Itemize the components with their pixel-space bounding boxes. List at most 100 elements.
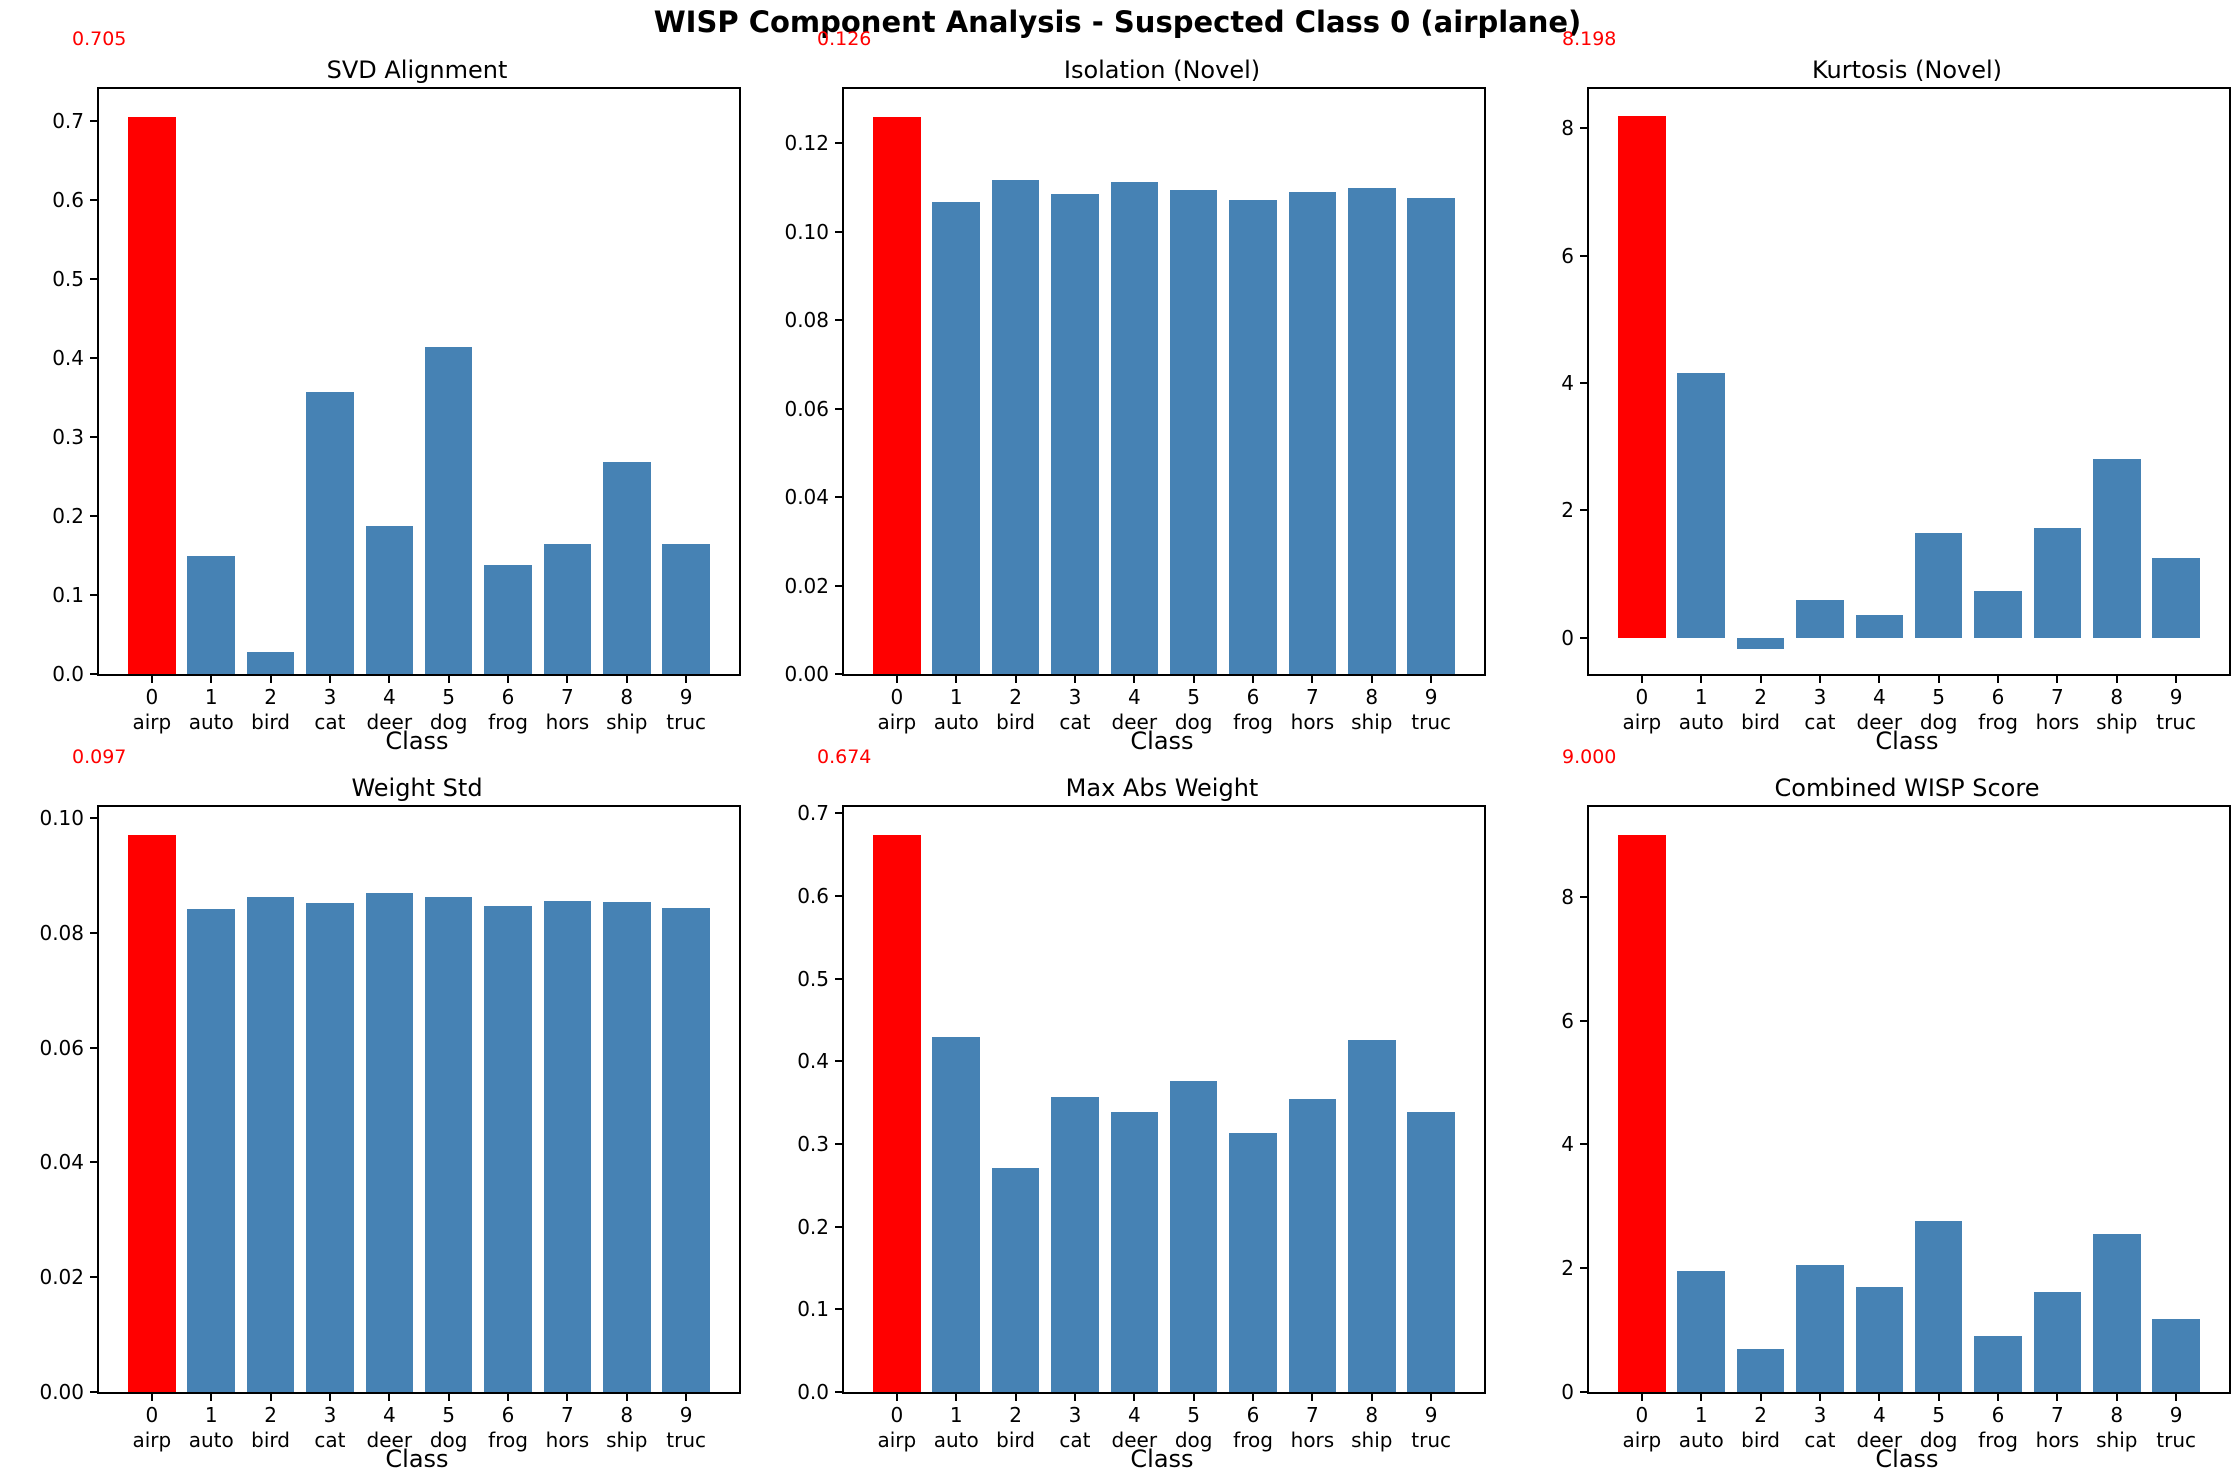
x-tick-label: 7 hors	[546, 1403, 590, 1453]
x-tick-mark	[955, 674, 958, 683]
y-tick-label: 0.08	[39, 920, 84, 945]
x-tick-mark	[895, 674, 898, 683]
x-tick-mark	[388, 1392, 391, 1401]
x-tick-class-number: 7	[1306, 685, 1319, 709]
x-tick-label: 1 auto	[189, 1403, 234, 1453]
x-tick-class-number: 4	[1127, 1403, 1141, 1427]
x-tick-class-number: 7	[1306, 1403, 1319, 1427]
bar	[2033, 528, 2082, 638]
bar	[2152, 1318, 2200, 1392]
x-tick-mark	[447, 674, 450, 683]
y-tick-label: 0.7	[797, 801, 829, 826]
subplot-title: Isolation (Novel)	[1063, 56, 1261, 84]
x-tick-class-number: 8	[1365, 685, 1379, 709]
x-tick-label: 4 deer	[1112, 1403, 1158, 1453]
y-tick-label: 0.5	[52, 266, 84, 291]
x-tick-label: 5 dog	[430, 685, 468, 735]
y-tick-label: 0.2	[797, 1214, 829, 1239]
y-tick-label: 0.5	[797, 966, 829, 991]
x-tick-class-name: auto	[1678, 1428, 1724, 1452]
x-tick-mark	[1014, 674, 1017, 683]
y-tick-mark	[835, 895, 844, 898]
bar	[1974, 591, 2022, 638]
bar	[1407, 1111, 1455, 1392]
x-tick-mark	[1878, 1392, 1881, 1401]
x-tick-mark	[210, 1392, 213, 1401]
subplot: 9.000 Combined WISP Score 0 2 4 6 8 0 airp 1 aut…	[1490, 746, 2235, 1476]
x-tick-class-name: auto	[933, 1428, 979, 1452]
x-tick-label: 2 bird	[996, 685, 1035, 735]
x-tick-label: 7 hors	[2036, 685, 2080, 735]
axes: 0.0 0.1 0.2 0.3 0.4 0.5 0.6 0.7 0 airp 1 auto 2 bird 3…	[797, 801, 1486, 1452]
bar	[1855, 614, 1904, 638]
y-tick-label: 0.00	[784, 662, 829, 686]
y-tick-label: 8	[1561, 884, 1574, 909]
x-tick-mark	[150, 674, 153, 683]
y-tick-mark	[835, 319, 844, 322]
x-tick-mark	[150, 1392, 153, 1401]
x-tick-class-number: 3	[323, 685, 337, 709]
subplot: 0.097 Weight Std 0.00 0.02 0.04 0.06 0.08 0.1…	[0, 746, 745, 1476]
x-tick-class-number: 9	[1424, 1403, 1438, 1427]
bar	[1677, 1271, 1725, 1392]
x-tick-label: 3 cat	[314, 1403, 345, 1453]
bar	[306, 391, 354, 674]
x-tick-label: 6 frog	[488, 1403, 528, 1453]
x-axis-label: Class	[1875, 1445, 1939, 1473]
y-tick-label: 0.04	[784, 485, 829, 510]
x-tick-label: 8 ship	[1351, 1403, 1392, 1453]
x-tick-class-number: 7	[561, 685, 574, 709]
x-tick-mark	[1073, 1392, 1076, 1401]
y-tick-label: 0.08	[784, 308, 829, 333]
x-tick-mark	[1014, 1392, 1017, 1401]
x-tick-class-number: 0	[145, 1403, 159, 1427]
bar	[1796, 1265, 1844, 1392]
x-tick-label: 4 deer	[367, 685, 413, 735]
bar	[365, 893, 414, 1392]
x-tick-class-number: 4	[382, 685, 396, 709]
x-tick-label: 3 cat	[1059, 1403, 1090, 1453]
x-tick-label: 3 cat	[1059, 685, 1090, 735]
x-tick-class-number: 9	[1424, 685, 1438, 709]
y-tick-mark	[835, 977, 844, 980]
bar	[1110, 181, 1159, 674]
x-tick-class-number: 5	[1932, 1403, 1946, 1427]
x-tick-mark	[1640, 1392, 1643, 1401]
y-tick-mark	[90, 1046, 99, 1049]
y-tick-mark	[835, 407, 844, 410]
highlighted-bar	[1618, 834, 1666, 1392]
x-tick-class-name: truc	[666, 1428, 707, 1452]
x-tick-mark	[1311, 674, 1314, 683]
x-tick-mark	[328, 1392, 331, 1401]
x-tick-class-name: airp	[132, 710, 172, 734]
y-tick-mark	[90, 816, 99, 819]
y-tick-mark	[90, 119, 99, 122]
x-tick-label: 2 bird	[251, 1403, 290, 1453]
x-tick-mark	[507, 1392, 510, 1401]
y-tick-mark	[90, 277, 99, 280]
x-tick-class-number: 7	[2051, 685, 2064, 709]
x-tick-label: 9 truc	[2156, 685, 2196, 735]
x-tick-label: 7 hors	[1291, 1403, 1335, 1453]
x-tick-class-number: 1	[1694, 685, 1708, 709]
bar	[1677, 372, 1725, 638]
highlight-annotation: 8.198	[1562, 28, 1617, 50]
x-tick-class-number: 5	[442, 1403, 456, 1427]
x-tick-class-name: deer	[1856, 710, 1903, 734]
x-tick-class-number: 6	[1246, 685, 1260, 709]
x-tick-label: 5 dog	[1175, 1403, 1213, 1453]
y-tick-label: 0.06	[39, 1035, 84, 1060]
x-tick-class-name: dog	[1919, 710, 1958, 734]
bar	[1169, 190, 1218, 674]
y-tick-mark	[90, 931, 99, 934]
x-tick-class-name: dog	[429, 710, 468, 734]
x-tick-mark	[625, 1392, 628, 1401]
x-tick-class-number: 5	[1932, 685, 1946, 709]
x-axis-label: Class	[385, 727, 449, 755]
x-tick-label: 4 deer	[1112, 685, 1158, 735]
y-tick-label: 4	[1561, 1132, 1574, 1157]
y-tick-mark	[90, 1276, 99, 1279]
x-tick-class-name: airp	[132, 1428, 172, 1452]
x-tick-class-number: 6	[1246, 1403, 1260, 1427]
x-tick-class-number: 5	[442, 685, 456, 709]
